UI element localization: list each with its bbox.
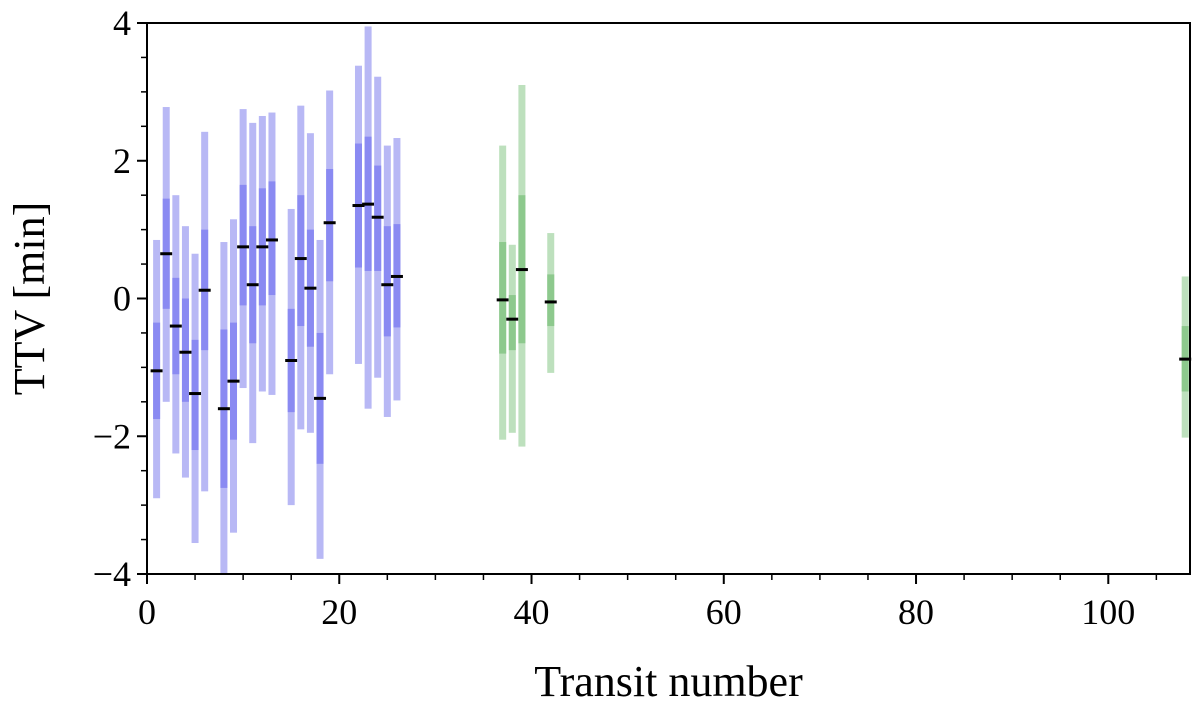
y-tick-labels: 4 2 0 −2 −4	[93, 3, 131, 594]
y-tick-label: −2	[93, 416, 131, 456]
x-tick-label: 80	[898, 592, 934, 632]
error-bar-1sigma	[508, 295, 516, 351]
x-tick-label: 100	[1081, 592, 1135, 632]
y-tick-label: −4	[93, 554, 131, 594]
plot-frame	[146, 22, 1191, 575]
error-bar-1sigma	[326, 169, 334, 282]
x-tick-label: 0	[138, 592, 156, 632]
error-bar-1sigma	[268, 181, 276, 296]
error-bar-1sigma	[499, 242, 507, 354]
error-bar-1sigma	[297, 195, 305, 327]
error-bar-1sigma	[547, 274, 555, 327]
y-axis-label: TTV [min]	[5, 202, 54, 396]
error-bar-1sigma	[181, 298, 189, 402]
x-tick-label: 40	[514, 592, 550, 632]
x-tick-labels: 0 20 40 60 80 100	[138, 592, 1135, 632]
error-bar-1sigma	[383, 226, 391, 337]
error-bar-1sigma	[239, 184, 247, 306]
x-tick-label: 60	[706, 592, 742, 632]
y-tick-label: 2	[113, 141, 131, 181]
x-tick-label: 20	[321, 592, 357, 632]
y-tick-label: 4	[113, 3, 131, 43]
error-bars-layer	[150, 26, 1192, 574]
y-tick-label: 0	[113, 279, 131, 319]
x-axis-label: Transit number	[534, 657, 803, 706]
